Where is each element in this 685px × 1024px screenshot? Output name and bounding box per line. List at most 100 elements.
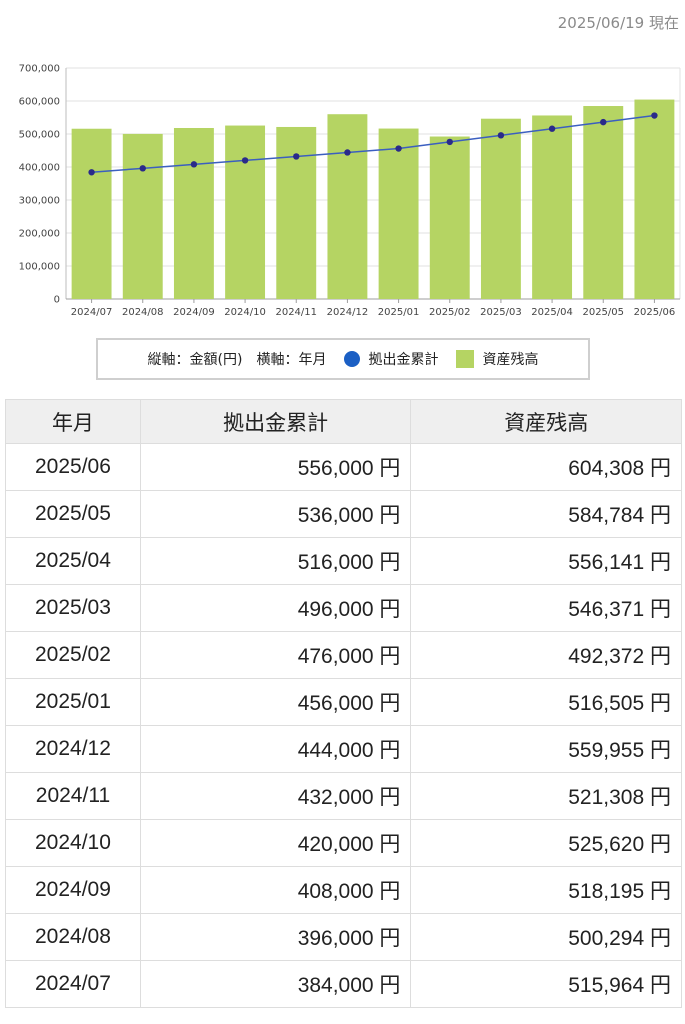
cell-contrib: 476,000 円 xyxy=(139,631,412,679)
header-month: 年月 xyxy=(5,399,141,444)
history-table-wrap: 年月 拠出金累計 資産残高 2025/06 556,000 円 604,308 円 … xyxy=(5,399,682,1008)
table-row: 2024/11 432,000 円 521,308 円 xyxy=(5,772,682,820)
x-tick-label: 2024/09 xyxy=(173,307,215,318)
point-contrib xyxy=(548,125,556,132)
cell-contrib: 556,000 円 xyxy=(139,443,412,491)
header-asset: 資産残高 xyxy=(410,399,682,444)
legend-dot-icon xyxy=(344,351,361,367)
cell-month: 2024/10 xyxy=(5,819,141,867)
cell-month: 2024/11 xyxy=(5,772,141,820)
history-table: 年月 拠出金累計 資産残高 2025/06 556,000 円 604,308 円 … xyxy=(5,399,682,1008)
cell-month: 2025/05 xyxy=(5,490,141,538)
cell-asset: 518,195 円 xyxy=(410,866,682,914)
cell-contrib: 384,000 円 xyxy=(139,960,412,1008)
y-tick-label: 400,000 xyxy=(19,163,60,174)
point-contrib xyxy=(446,138,453,146)
cell-asset: 516,505 円 xyxy=(410,678,682,726)
point-contrib xyxy=(395,145,402,152)
cell-contrib: 496,000 円 xyxy=(139,584,412,632)
x-tick-label: 2024/07 xyxy=(71,307,113,318)
cell-contrib: 420,000 円 xyxy=(139,819,412,867)
y-tick-label: 700,000 xyxy=(19,64,60,75)
bar-asset xyxy=(173,127,214,299)
bar-asset xyxy=(71,128,112,299)
cell-asset: 515,964 円 xyxy=(410,960,682,1008)
bar-asset xyxy=(429,136,470,299)
x-tick-label: 2025/04 xyxy=(531,307,573,318)
cell-asset: 521,308 円 xyxy=(410,772,682,820)
bar-asset xyxy=(327,114,368,300)
x-tick-label: 2025/02 xyxy=(429,307,471,318)
cell-asset: 525,620 円 xyxy=(410,819,682,867)
line-contrib xyxy=(91,114,655,174)
point-contrib xyxy=(190,161,198,168)
x-tick-label: 2024/08 xyxy=(122,307,164,318)
x-tick-label: 2025/03 xyxy=(480,307,522,318)
point-contrib xyxy=(344,149,351,156)
table-row: 2025/01 456,000 円 516,505 円 xyxy=(5,678,682,726)
header-contrib: 拠出金累計 xyxy=(139,399,412,444)
legend-axes-note: 縦軸：金額(円) 横軸：年月 xyxy=(147,352,327,368)
point-contrib xyxy=(497,132,505,139)
cell-contrib: 444,000 円 xyxy=(139,725,412,773)
cell-month: 2024/09 xyxy=(5,866,141,914)
table-row: 2024/10 420,000 円 525,620 円 xyxy=(5,819,682,867)
table-row: 2025/02 476,000 円 492,372 円 xyxy=(5,631,682,679)
table-row: 2025/03 496,000 円 546,371 円 xyxy=(5,584,682,632)
cell-contrib: 408,000 円 xyxy=(139,866,412,914)
chart-legend: 縦軸：金額(円) 横軸：年月 拠出金累計 資産残高 xyxy=(96,338,590,380)
cell-asset: 500,294 円 xyxy=(410,913,682,961)
legend-line-label: 拠出金累計 xyxy=(368,352,439,368)
y-tick-label: 300,000 xyxy=(19,196,60,207)
cell-month: 2025/03 xyxy=(5,584,141,632)
point-contrib xyxy=(88,169,95,176)
y-tick-label: 0 xyxy=(54,295,60,306)
point-contrib xyxy=(651,112,658,119)
cell-asset: 556,141 円 xyxy=(410,537,682,585)
y-tick-label: 500,000 xyxy=(19,130,60,141)
table-row: 2025/05 536,000 円 584,784 円 xyxy=(5,490,682,538)
bar-asset xyxy=(122,133,163,299)
cell-contrib: 456,000 円 xyxy=(139,678,412,726)
y-tick-label: 200,000 xyxy=(19,229,60,240)
table-row: 2024/08 396,000 円 500,294 円 xyxy=(5,913,682,961)
bar-asset xyxy=(583,106,624,300)
table-header-row: 年月 拠出金累計 資産残高 xyxy=(5,399,682,444)
y-tick-label: 100,000 xyxy=(19,262,60,273)
as-of-date: 2025/06/19 現在 xyxy=(557,14,679,32)
table-row: 2024/09 408,000 円 518,195 円 xyxy=(5,866,682,914)
cell-contrib: 396,000 円 xyxy=(139,913,412,961)
x-tick-label: 2025/01 xyxy=(378,307,420,318)
cell-month: 2025/06 xyxy=(5,443,141,491)
cell-month: 2025/04 xyxy=(5,537,141,585)
x-tick-label: 2025/06 xyxy=(634,307,676,318)
x-tick-label: 2024/11 xyxy=(275,307,317,318)
point-contrib xyxy=(293,153,300,160)
bar-asset xyxy=(378,128,419,299)
bar-asset xyxy=(276,126,317,300)
table-row: 2024/07 384,000 円 515,964 円 xyxy=(5,960,682,1008)
point-contrib xyxy=(241,157,249,164)
asset-chart: 0 100,000 200,000 300,000 400,000 500,000 600,… xyxy=(19,64,681,318)
legend-line-entry: 拠出金累計 xyxy=(344,349,438,369)
table-row: 2024/12 444,000 円 559,955 円 xyxy=(5,725,682,773)
point-contrib xyxy=(600,118,607,126)
cell-asset: 604,308 円 xyxy=(410,443,682,491)
cell-month: 2024/12 xyxy=(5,725,141,773)
table-row: 2025/06 556,000 円 604,308 円 xyxy=(5,443,682,491)
cell-contrib: 516,000 円 xyxy=(139,537,412,585)
table-row: 2025/04 516,000 円 556,141 円 xyxy=(5,537,682,585)
cell-month: 2024/08 xyxy=(5,913,141,961)
x-tick-label: 2024/12 xyxy=(327,307,369,318)
cell-month: 2024/07 xyxy=(5,960,141,1008)
bar-asset xyxy=(225,125,266,299)
cell-asset: 559,955 円 xyxy=(410,725,682,773)
cell-asset: 584,784 円 xyxy=(410,490,682,538)
y-tick-label: 600,000 xyxy=(19,97,60,108)
x-tick-label: 2025/05 xyxy=(582,307,624,318)
cell-contrib: 536,000 円 xyxy=(139,490,412,538)
cell-asset: 546,371 円 xyxy=(410,584,682,632)
bar-asset xyxy=(634,99,675,299)
point-contrib xyxy=(139,165,146,172)
legend-square-icon xyxy=(456,350,475,368)
